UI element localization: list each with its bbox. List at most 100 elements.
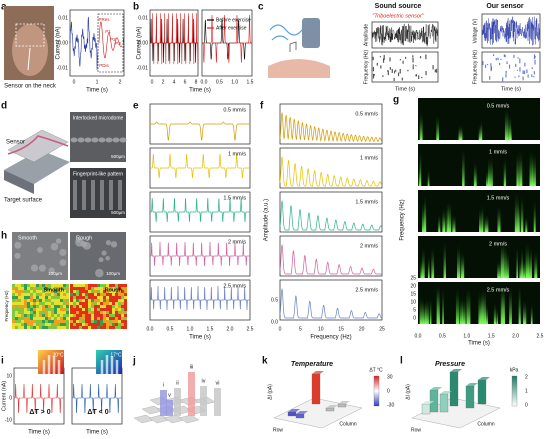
heatmap-cell <box>42 314 45 317</box>
heatmap-cell <box>118 296 121 299</box>
heatmap-cell <box>94 290 97 293</box>
label: Rough <box>76 235 92 241</box>
heatmap-cell <box>18 296 21 299</box>
tick-label: 1.0 <box>187 326 194 332</box>
label: 100μm <box>106 271 120 276</box>
heatmap-cell <box>39 314 42 317</box>
heatmap-cell <box>94 317 97 320</box>
heatmap-cell <box>121 323 124 326</box>
heatmap-cell <box>85 311 88 314</box>
peak-label: P3 <box>115 41 121 46</box>
microdome <box>91 137 99 143</box>
spectrogram-streak <box>525 242 530 278</box>
heatmap-cell <box>57 287 60 290</box>
heatmap-cell <box>124 311 127 314</box>
heatmap-cell <box>97 299 100 302</box>
heatmap-cell <box>66 311 69 314</box>
heatmap-cell <box>54 302 57 305</box>
heatmap-cell <box>27 302 30 305</box>
heatmap-cell <box>18 311 21 314</box>
heatmap-cell <box>124 296 127 299</box>
label: Target surface <box>4 198 43 204</box>
tick-label: 15 <box>410 291 416 297</box>
spectrogram-streak <box>427 170 430 186</box>
heatmap-cell <box>97 302 100 305</box>
heatmap-cell <box>54 323 57 326</box>
spectrogram-cell <box>495 57 497 61</box>
heatmap-cell <box>115 299 118 302</box>
heatmap-cell <box>54 287 57 290</box>
heatmap-cell <box>109 290 112 293</box>
heatmap-cell <box>106 320 109 323</box>
heatmap-cell <box>118 293 121 296</box>
spectrogram-streak <box>442 288 444 324</box>
heatmap-cell <box>66 290 69 293</box>
heatmap-cell <box>45 326 48 329</box>
heatmap-cell <box>76 311 79 314</box>
heatmap-cell <box>18 308 21 311</box>
spectrogram-streak <box>480 120 483 140</box>
tick-label: 0 <box>9 395 12 401</box>
label: iv <box>202 378 206 384</box>
heatmap-cell <box>103 326 106 329</box>
heatmap-cell <box>63 311 66 314</box>
spectrogram-cell <box>486 63 489 66</box>
heatmap-cell <box>124 320 127 323</box>
heatmap-cell <box>109 299 112 302</box>
heatmap-cell <box>82 326 85 329</box>
phone <box>302 18 320 48</box>
bar-front <box>287 411 297 417</box>
heatmap-cell <box>12 290 15 293</box>
heatmap-cell <box>27 323 30 326</box>
heatmap-cell <box>97 323 100 326</box>
spectrogram-cell <box>515 63 517 67</box>
spectrogram-cell <box>492 54 495 57</box>
heatmap-cell <box>30 317 33 320</box>
heatmap-cell <box>51 284 54 287</box>
spectrogram-streak <box>459 297 463 324</box>
heatmap-cell <box>39 293 42 296</box>
heatmap-cell <box>88 287 91 290</box>
heatmap-cell <box>57 326 60 329</box>
heatmap-cell <box>70 284 73 287</box>
panel-label: h <box>1 231 7 242</box>
label: Interlocked microdome <box>73 115 124 121</box>
heatmap-cell <box>15 314 18 317</box>
bar-top <box>440 391 452 394</box>
spectrogram-cell <box>399 59 402 61</box>
heatmap-cell <box>103 296 106 299</box>
heatmap-cell <box>54 305 57 308</box>
heatmap-cell <box>27 314 30 317</box>
spectrogram-cell <box>508 64 511 69</box>
heatmap-cell <box>121 320 124 323</box>
grain <box>38 264 46 272</box>
heatmap-cell <box>60 314 63 317</box>
heatmap-cell <box>106 317 109 320</box>
heatmap-cell <box>48 299 51 302</box>
heatmap-cell <box>94 308 97 311</box>
heatmap-cell <box>85 293 88 296</box>
heatmap-cell <box>36 287 39 290</box>
label: 0.5 mm/s <box>487 103 510 109</box>
label: 2 mm/s <box>360 243 378 249</box>
heatmap-cell <box>24 284 27 287</box>
label: ΔI (pA) <box>405 384 411 400</box>
heatmap-cell <box>82 284 85 287</box>
spectrogram-streak <box>497 205 501 232</box>
heatmap-cell <box>12 317 15 320</box>
spectrogram-cell <box>395 69 397 72</box>
heatmap-cell <box>79 323 82 326</box>
heatmap-cell <box>15 299 18 302</box>
label: 1 mm/s <box>360 155 378 161</box>
tick-label: 1.0 <box>231 79 238 85</box>
tick-label: 0.01 <box>138 15 148 21</box>
label: ΔT < 0 <box>87 409 108 416</box>
ridge <box>91 180 95 210</box>
heatmap-cell <box>45 308 48 311</box>
label: Amplitude (a.u.) <box>264 199 270 241</box>
spectrogram-cell <box>399 68 401 74</box>
label: 2.5 mm/s <box>487 287 510 293</box>
microdome <box>77 137 85 143</box>
heatmap-cell <box>121 293 124 296</box>
heatmap-cell <box>73 305 76 308</box>
